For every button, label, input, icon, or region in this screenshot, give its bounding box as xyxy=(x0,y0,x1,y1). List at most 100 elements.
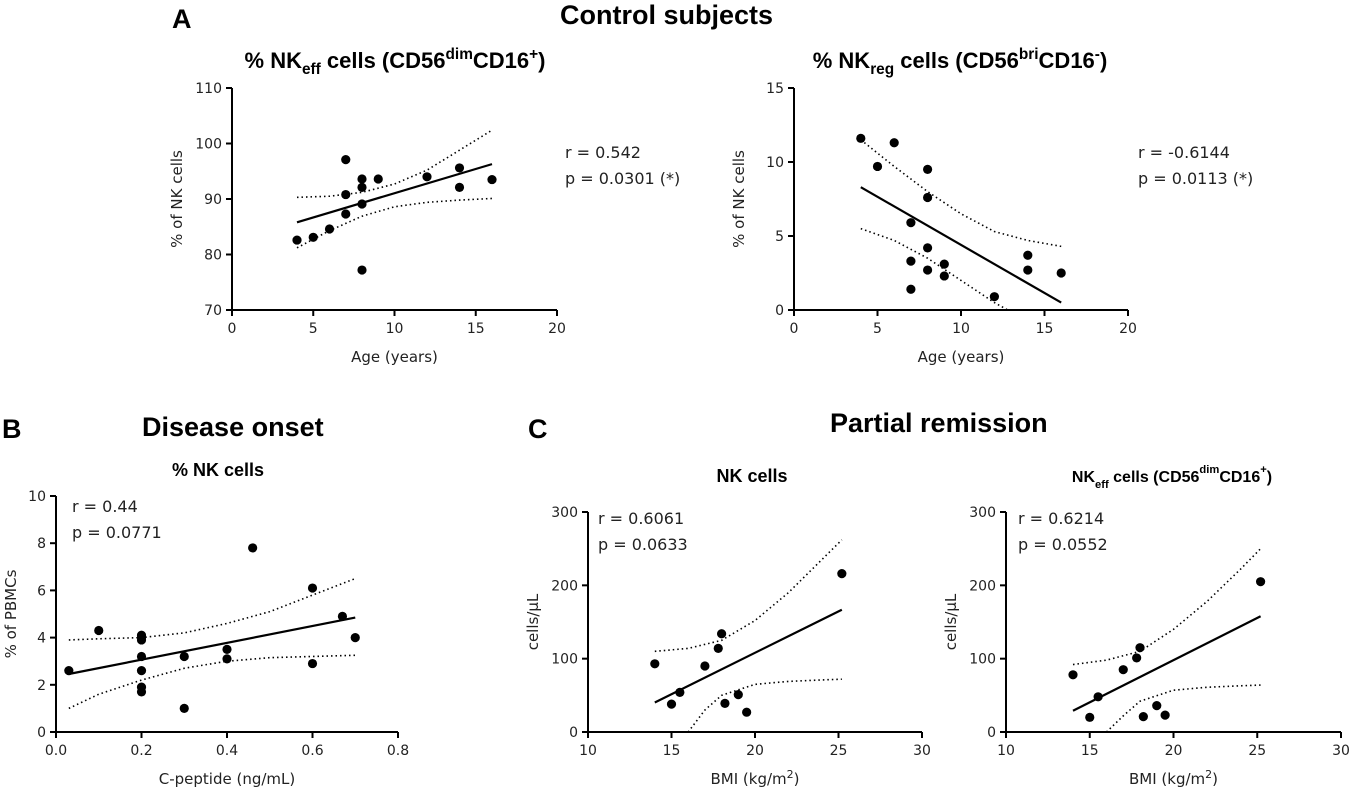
ci-upper-line xyxy=(68,577,356,641)
data-point xyxy=(923,265,933,275)
x-tick-label: 15 xyxy=(1036,321,1054,337)
data-point xyxy=(307,583,318,593)
x-tick-label: 0.2 xyxy=(130,743,152,759)
p-value: p = 0.0771 xyxy=(72,523,162,542)
x-tick-label: 30 xyxy=(1332,743,1350,759)
data-point xyxy=(906,284,916,294)
ci-lower-line xyxy=(860,227,1009,311)
data-point xyxy=(307,658,318,669)
chart-title-title-end: ) xyxy=(1100,48,1107,73)
data-point xyxy=(717,629,727,639)
y-axis-label: % of PBMCs xyxy=(2,569,20,658)
data-point xyxy=(1093,692,1103,702)
regression-line xyxy=(68,616,356,676)
chart-title-title: NK xyxy=(1072,469,1096,486)
y-tick-label: 10 xyxy=(28,489,46,505)
y-tick-label: 10 xyxy=(766,155,784,171)
data-point xyxy=(357,174,367,184)
ci-upper-line xyxy=(1072,548,1262,666)
data-point xyxy=(324,224,335,234)
data-point xyxy=(136,651,147,662)
ci-lower-line xyxy=(1105,684,1261,733)
data-point xyxy=(94,625,104,636)
data-point xyxy=(454,163,465,173)
data-point xyxy=(939,271,949,281)
data-point xyxy=(1056,268,1066,278)
data-point xyxy=(923,164,933,174)
x-axis-label-text: BMI (kg/m xyxy=(1129,770,1205,788)
panel-c-title: Partial remission xyxy=(830,408,1048,438)
y-tick-label: 4 xyxy=(37,631,46,647)
y-axis-label: cells/µL xyxy=(524,593,542,650)
x-tick-label: 5 xyxy=(873,321,882,337)
y-tick-label: 8 xyxy=(37,536,46,552)
data-point xyxy=(837,569,847,579)
chart-title-title-mid: cells (CD56 xyxy=(1109,469,1200,486)
y-tick-label: 100 xyxy=(551,652,578,668)
x-axis-label: Age (years) xyxy=(351,348,438,366)
x-tick-label: 0.6 xyxy=(301,743,323,759)
chart-title-title-end: ) xyxy=(538,48,545,73)
y-tick-label: 0 xyxy=(987,725,996,741)
data-point xyxy=(222,654,232,664)
y-axis-label: % of NK cells xyxy=(730,150,748,248)
y-axis-label: cells/µL xyxy=(942,593,960,650)
r-value: r = -0.6144 xyxy=(1138,143,1230,162)
data-point xyxy=(422,172,432,182)
p-value: p = 0.0552 xyxy=(1018,535,1108,554)
data-point xyxy=(906,256,916,266)
ci-upper-line xyxy=(296,129,493,199)
y-axis-label: % of NK cells xyxy=(168,150,186,248)
x-tick-label: 0 xyxy=(228,321,237,337)
x-tick-label: 0.0 xyxy=(45,743,67,759)
data-point xyxy=(357,265,367,275)
y-tick-label: 300 xyxy=(551,505,578,521)
data-point xyxy=(1152,701,1162,711)
ci-lower-line xyxy=(296,197,493,249)
panel-b-letter: B xyxy=(2,414,22,444)
chart-c2: NKeff cells (CD56dimCD16+)10 15 20 25 300100… xyxy=(942,464,1350,788)
ci-lower-line xyxy=(687,678,842,733)
x-axis-label-end: ) xyxy=(1212,770,1218,788)
data-point xyxy=(650,659,660,669)
x-tick-label: 25 xyxy=(830,743,848,759)
data-point xyxy=(350,633,360,643)
x-axis-label-sup: 2 xyxy=(787,768,794,781)
panel-c-letter: C xyxy=(528,414,548,444)
data-point xyxy=(923,192,933,203)
data-point xyxy=(1023,250,1033,260)
data-point xyxy=(666,699,677,709)
regression-line xyxy=(860,186,1062,304)
chart-title: % NK cells xyxy=(172,460,264,480)
r-value: r = 0.6061 xyxy=(598,509,684,528)
chart-title-title-sup2: + xyxy=(529,46,538,63)
x-tick-label: 25 xyxy=(1248,743,1266,759)
x-tick-label: 10 xyxy=(952,321,970,337)
data-point xyxy=(1118,665,1128,675)
x-axis-label: C-peptide (ng/mL) xyxy=(159,770,295,788)
chart-title-title-sup2: + xyxy=(1260,464,1267,476)
chart-title-title-sub: eff xyxy=(1095,479,1109,491)
y-tick-label: 200 xyxy=(551,578,578,594)
r-value: r = 0.542 xyxy=(565,143,641,162)
chart-b1: % NK cells 0.0 0.2 0.4 0.6 0.8 0 2 4 6 8 10 C-peptid… xyxy=(2,460,409,788)
data-point xyxy=(179,651,189,662)
p-value: p = 0.0633 xyxy=(598,535,688,554)
y-tick-label: 15 xyxy=(766,81,784,97)
chart-title-title-mid2: CD16 xyxy=(473,48,529,73)
chart-title-title-sup2: - xyxy=(1095,46,1100,63)
chart-title-title-mid2: CD16 xyxy=(1039,48,1095,73)
y-tick-label: 2 xyxy=(37,678,46,694)
chart-title-title-sup1: dim xyxy=(446,46,473,63)
data-point xyxy=(337,611,348,621)
x-tick-label: 5 xyxy=(309,321,318,337)
chart-title-title-mid2: CD16 xyxy=(1219,469,1260,486)
chart-title-title-mid: cells (CD56 xyxy=(321,48,446,73)
data-point xyxy=(1160,710,1170,720)
y-tick-label: 200 xyxy=(969,578,996,594)
x-tick-label: 0.8 xyxy=(387,743,409,759)
data-point xyxy=(341,189,351,200)
data-point xyxy=(341,154,351,165)
